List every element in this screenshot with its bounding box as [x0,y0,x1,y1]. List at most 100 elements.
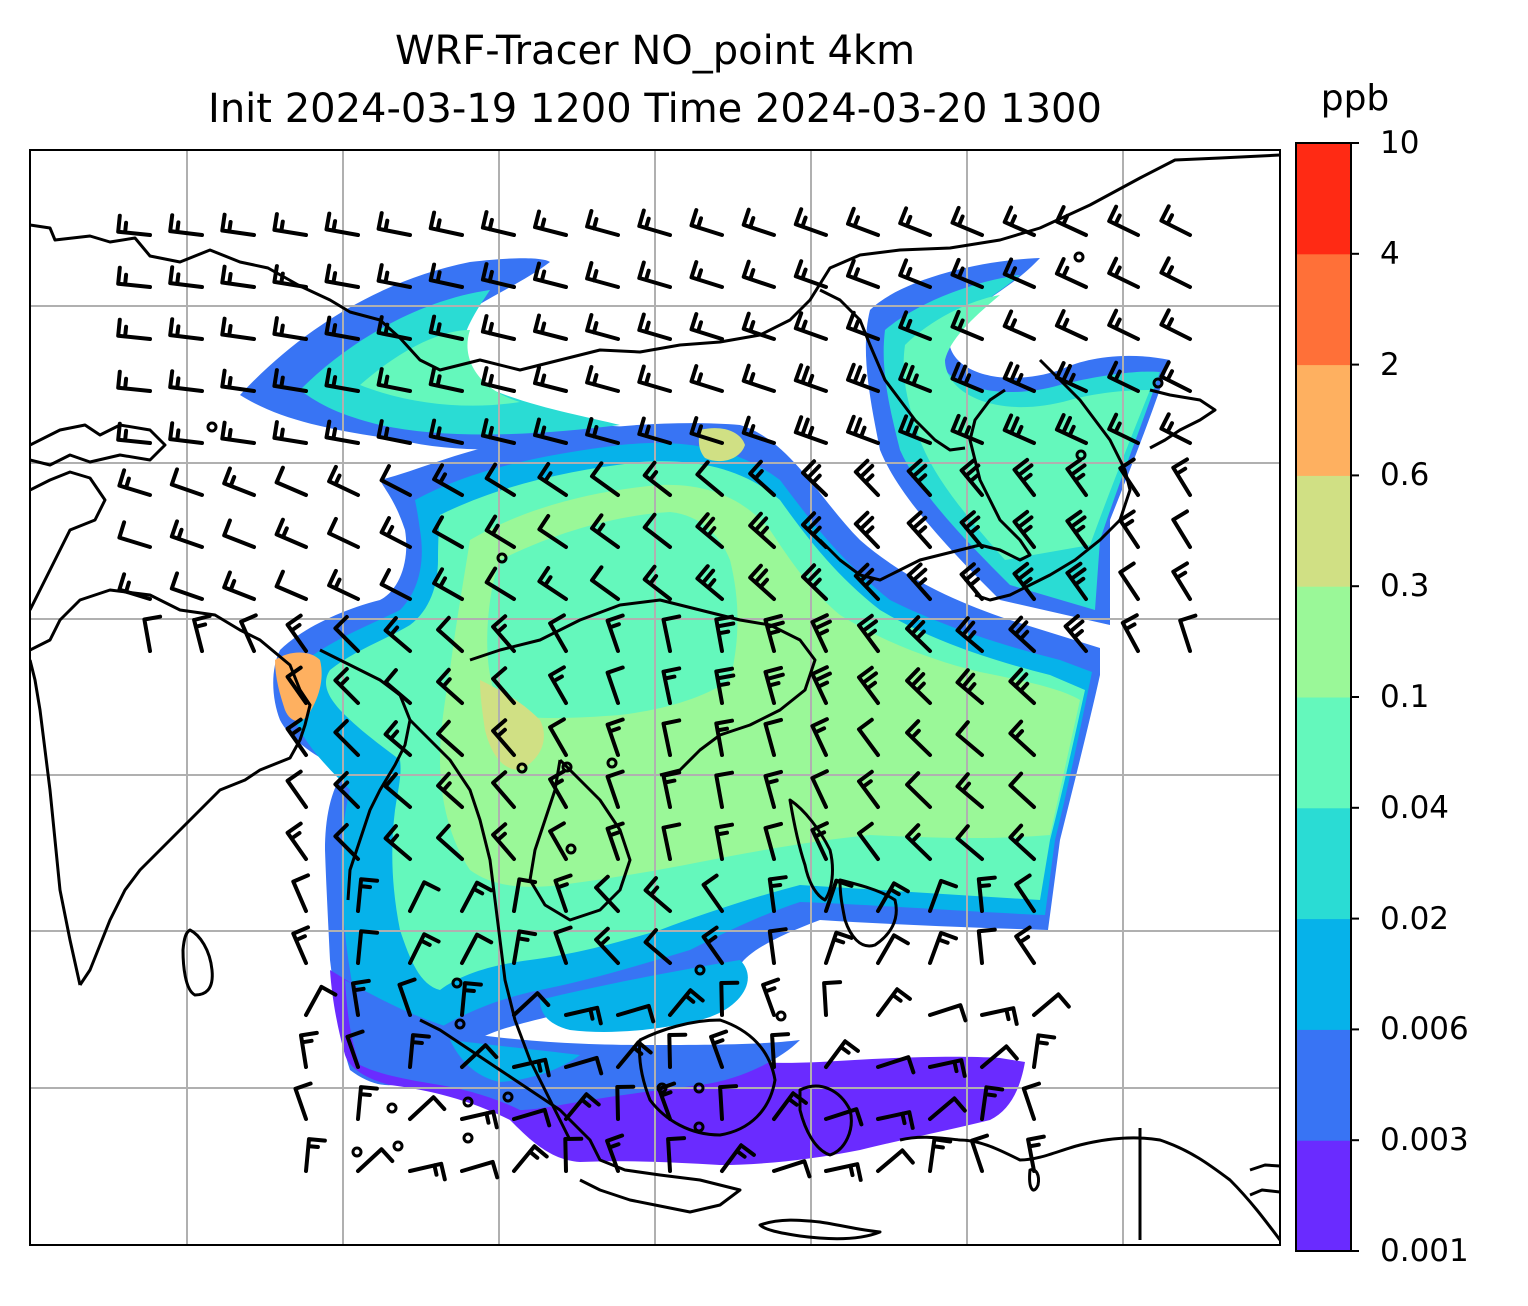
wind-barb [1021,1081,1041,1121]
wind-barb [643,928,672,965]
wind-barb [512,877,538,913]
wind-barb [285,821,308,861]
wind-barb [637,312,672,341]
wind-barb [436,771,464,809]
wind-barb [460,880,494,913]
wind-barb [714,666,736,705]
colorbar-segment [1296,697,1351,809]
wind-barb [512,991,551,1017]
wind-barb [741,415,776,445]
wind-barb [564,1055,604,1076]
colorbar [1295,142,1359,1252]
wind-barb [1032,992,1071,1017]
wind-barb [272,316,308,341]
wind-barb [1002,205,1036,237]
wind-barb [719,980,740,1017]
wind-barb [169,571,204,601]
wind-barb [748,511,776,549]
wind-barb [605,1133,625,1173]
wind-barb [333,771,360,809]
wind-barb [291,925,310,965]
wind-barb [460,981,483,1017]
wind-barb [810,613,832,653]
calm-wind-markers [206,251,1164,1158]
wind-barb [898,206,932,237]
colorbar-segment [1296,1140,1351,1252]
wind-barb [116,317,152,341]
wind-barb [324,263,360,289]
wind-barb [408,1033,431,1069]
wind-barb [689,416,724,445]
wind-barb [1107,256,1140,289]
wind-barb [959,510,984,549]
wind-barb [810,665,832,705]
wind-barb [846,414,880,445]
wind-barb [1008,667,1036,705]
wind-barb [220,420,256,445]
tracer-concentration-field [240,258,1170,1165]
wind-barb [637,416,672,445]
colorbar-segment [1296,253,1351,366]
wind-barb [898,414,932,445]
wind-barb [1065,561,1088,601]
wind-barb [327,516,360,549]
wind-barb [1159,360,1192,393]
wind-barb [436,823,464,861]
wind-barb [460,1109,499,1130]
wind-barb [585,209,620,237]
wind-barb [661,718,682,757]
wind-barb [304,1137,327,1173]
wind-barb [1054,257,1088,289]
wind-barb [857,821,880,861]
wind-barb [408,1161,447,1182]
wind-barb [333,719,360,757]
wind-barb [285,769,308,809]
wind-barb [793,311,828,341]
wind-barb [955,772,984,809]
wind-barb [846,206,880,237]
wind-barb [950,361,984,393]
wind-barb [616,1003,656,1024]
colorbar-tick-label: 10 [1380,125,1420,161]
wind-barb [1008,719,1036,757]
wind-barb [1120,613,1140,653]
wind-barb [689,364,724,393]
wind-barb [356,929,380,965]
wind-barb [906,510,932,549]
wind-barb [748,563,776,601]
wind-barb [793,259,828,289]
wind-barb [428,314,464,341]
wind-barb [810,769,829,809]
wind-barb [383,668,412,705]
colorbar-tick-label: 0.6 [1380,457,1430,494]
wind-barb [761,977,781,1017]
wind-barb [822,980,843,1017]
wind-barb [853,562,880,601]
wind-barb [293,1081,313,1121]
wind-barb [876,1055,916,1075]
wind-barb [1008,615,1036,653]
wind-barb [642,564,672,601]
wind-barb [1008,823,1036,861]
wind-barb [605,665,625,705]
map-frame [29,149,1281,1246]
wind-barb [553,925,573,965]
wind-barb [117,572,152,601]
wind-barb [898,258,932,289]
wind-barb [274,569,308,601]
wind-barb [714,770,734,809]
wind-barb [480,418,516,445]
wind-barb [432,463,464,497]
wind-barb [950,309,984,341]
wind-barb [168,317,204,341]
wind-barb [801,511,828,549]
wind-barb [169,467,204,497]
chart-title-line1: WRF-Tracer NO_point 4km [394,28,916,74]
wind-barb [876,987,912,1017]
wind-barb [590,565,620,601]
wind-barb [950,205,984,237]
wind-barb [533,261,568,289]
wind-barb [714,614,736,653]
wind-barb [905,823,932,861]
wind-barb [763,769,783,809]
